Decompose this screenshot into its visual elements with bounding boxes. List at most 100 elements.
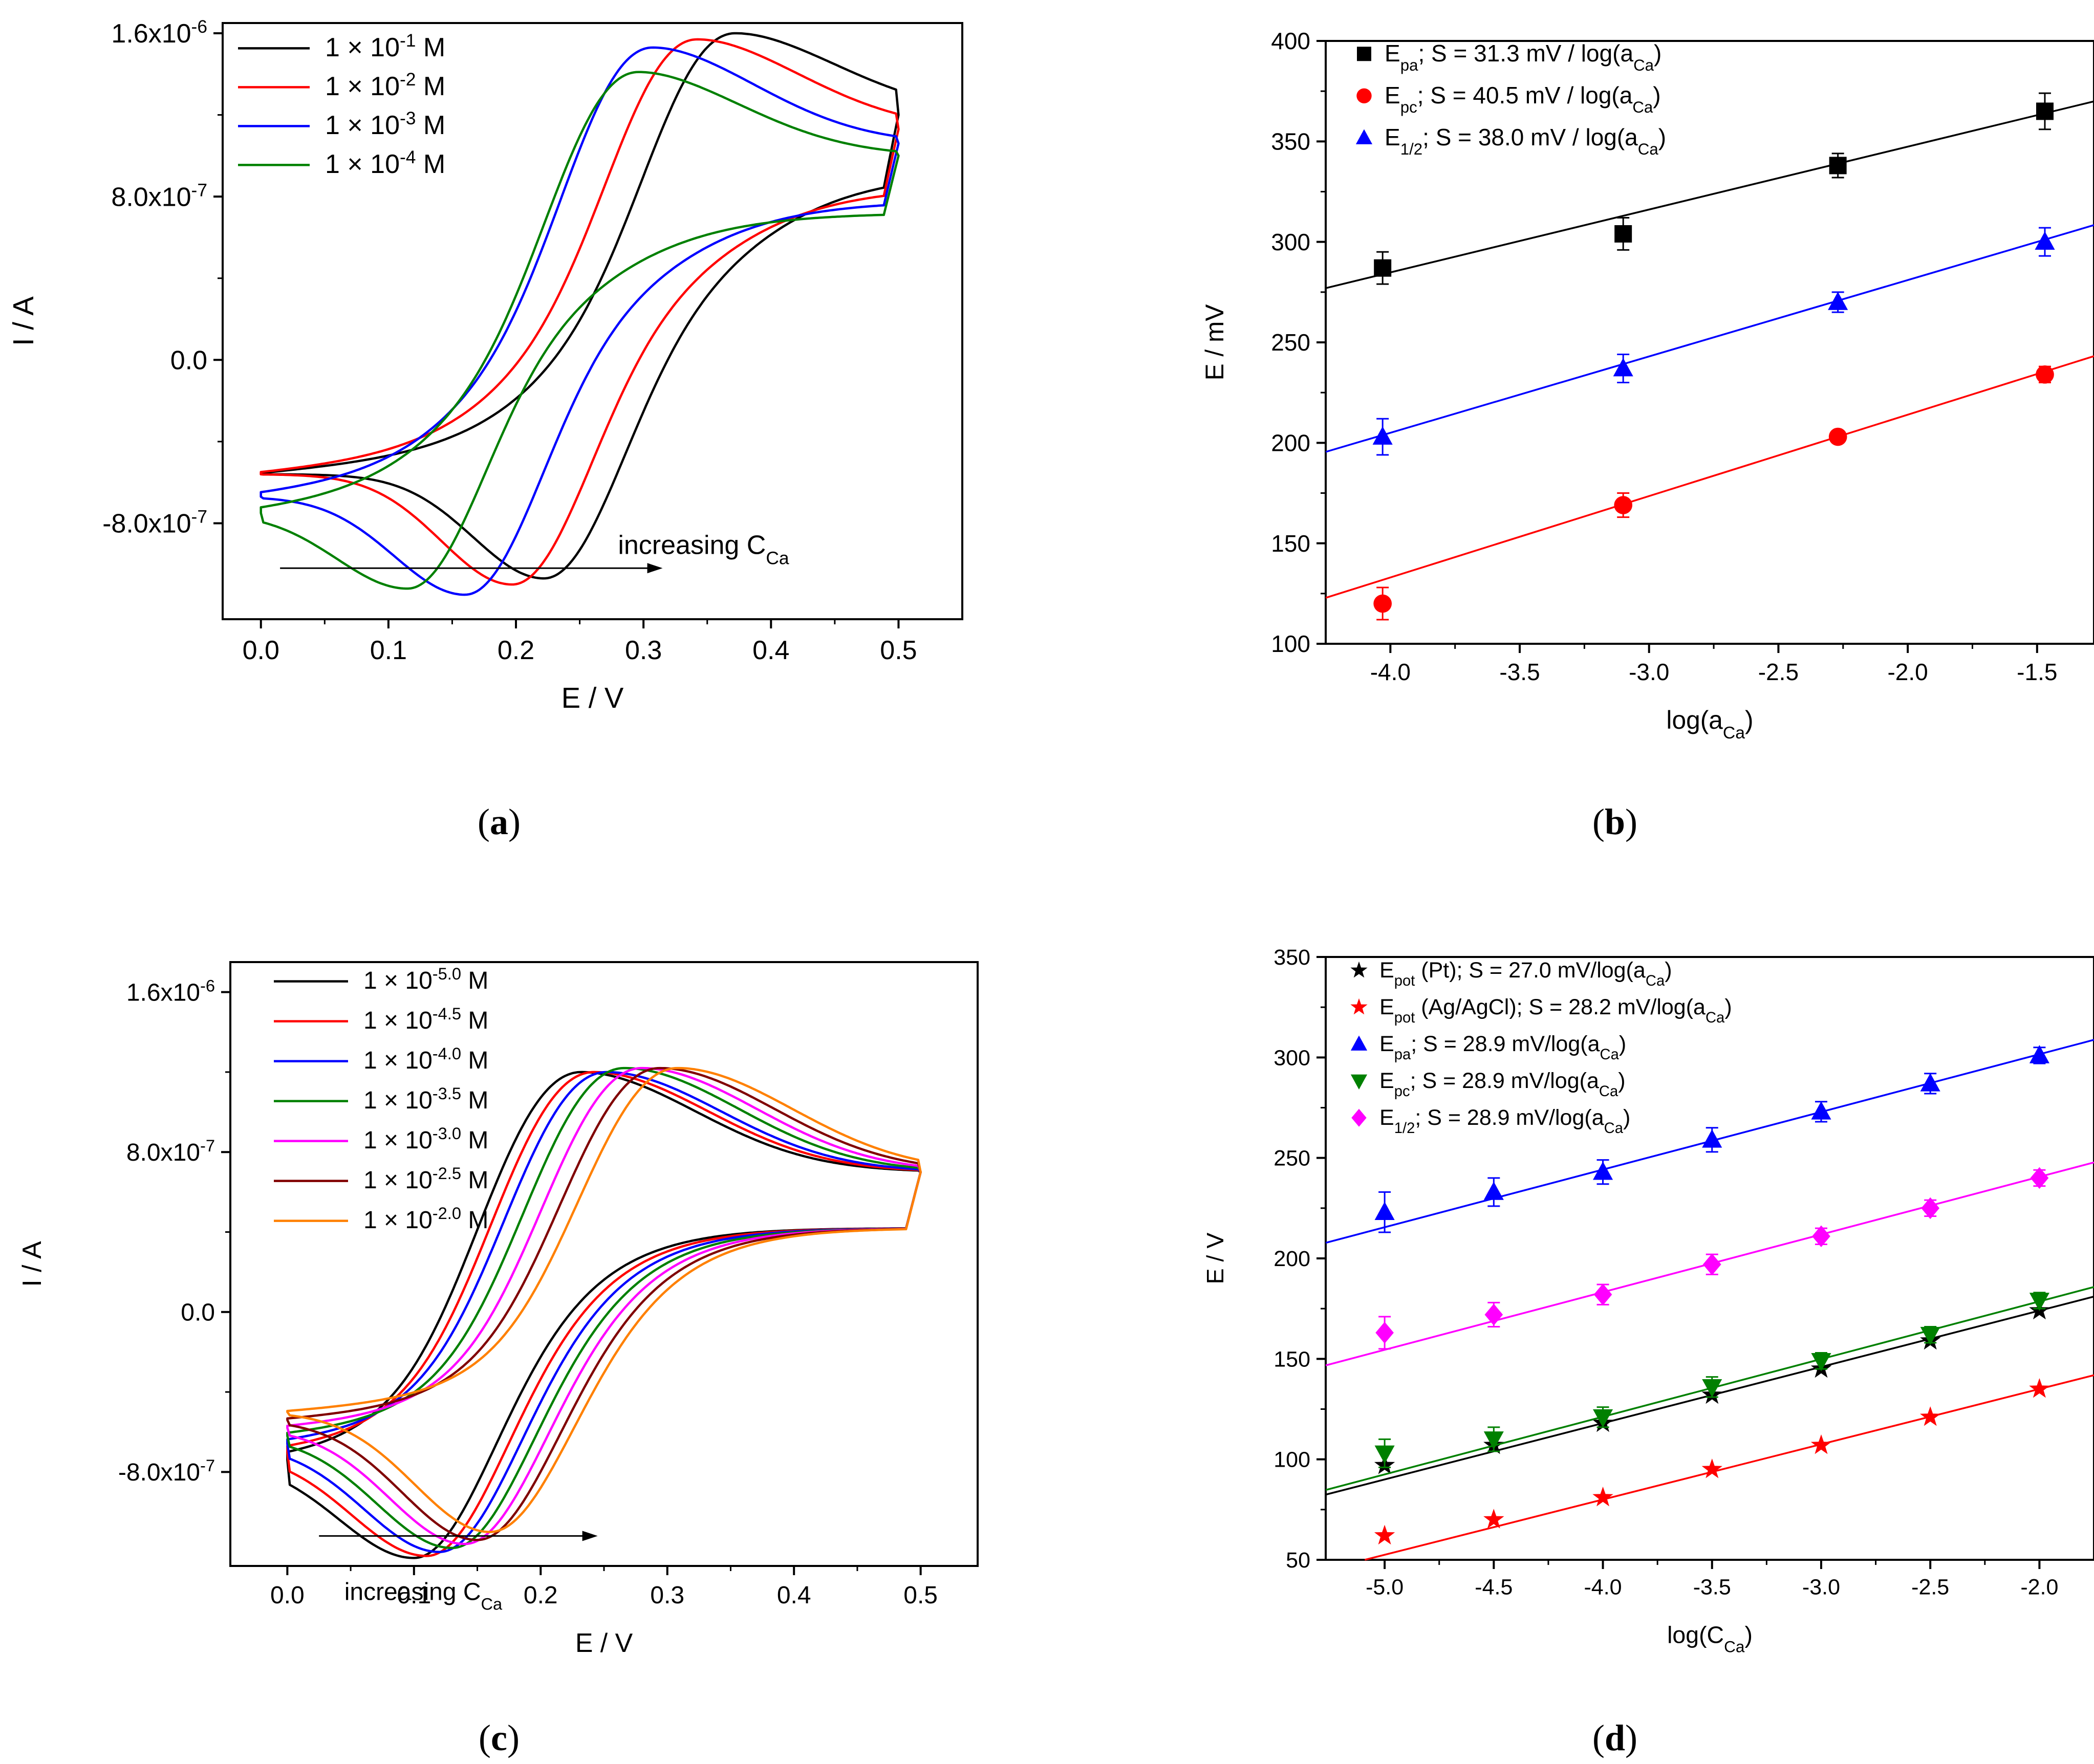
legend-marker — [1351, 1108, 1367, 1127]
y-tick-label-part: 8.0x10 — [111, 182, 191, 212]
y-tick-label: 50 — [1286, 1548, 1310, 1573]
y-tick-label: 0.0 — [170, 346, 207, 376]
data-point — [1614, 225, 1632, 243]
legend-label-part: (Ag/AgCl); S = 28.2 mV/log(a — [1415, 995, 1706, 1019]
legend-label-part: Ca — [1604, 1120, 1624, 1137]
y-axis-title: E / V — [1202, 1233, 1228, 1284]
y-tick-label: 250 — [1273, 1146, 1310, 1171]
legend-marker — [1356, 88, 1372, 103]
fit-line-series-2 — [1364, 1374, 2094, 1561]
legend-marker — [1350, 1074, 1368, 1090]
legend-label: 1 × 10-5.0 M — [363, 964, 488, 995]
annotation-arrow-head — [647, 563, 663, 574]
data-point — [1374, 259, 1392, 277]
x-axis-title-part: log(a — [1666, 706, 1723, 734]
legend-label-part: M — [461, 1047, 488, 1074]
y-axis-title: I / A — [17, 1241, 47, 1287]
legend-label-part: -2 — [400, 70, 416, 90]
x-tick-label: 0.2 — [524, 1582, 558, 1609]
legend-label-part: 1/2 — [1394, 1120, 1415, 1137]
y-tick-label-part: -8.0x10 — [118, 1459, 200, 1486]
y-tick-label-part: -7 — [200, 1456, 215, 1475]
legend-label-part: 1 × 10 — [363, 1167, 433, 1194]
legend-label: Epot (Pt); S = 27.0 mV/log(aCa) — [1379, 958, 1672, 989]
x-tick-label: -2.0 — [1887, 659, 1928, 685]
legend-label: 1 × 10-2 M — [325, 70, 445, 102]
y-tick-label-part: 0.0 — [181, 1299, 215, 1326]
legend-label-part: E — [1379, 1105, 1394, 1130]
y-tick-label: 350 — [1271, 128, 1310, 155]
legend-label-part: M — [416, 111, 445, 140]
legend-label-part: -1 — [400, 31, 416, 51]
legend-label-part: pot — [1394, 973, 1415, 989]
data-point — [1812, 1225, 1830, 1248]
panel-caption-letter: a — [490, 801, 508, 842]
fit-line-series-1 — [1325, 100, 2094, 289]
data-point — [1811, 1101, 1831, 1120]
legend-marker — [1350, 1035, 1368, 1051]
x-tick-label: -5.0 — [1366, 1575, 1404, 1599]
legend-label-part: ) — [1653, 82, 1660, 108]
x-tick-label: -3.0 — [1629, 659, 1669, 685]
x-axis-title-part: E / V — [562, 682, 624, 714]
plot-frame — [222, 22, 963, 620]
legend-label-part: Ca — [1646, 973, 1665, 989]
legend-label-part: ) — [1665, 958, 1672, 983]
legend-label-part: M — [461, 1007, 488, 1034]
data-point — [1592, 1487, 1613, 1507]
y-tick-label: 1.6x10-6 — [111, 17, 207, 49]
data-point — [1593, 1409, 1613, 1428]
x-tick-label: -4.5 — [1475, 1575, 1513, 1599]
legend-label-part: M — [461, 1167, 488, 1194]
data-point — [2029, 1293, 2049, 1311]
data-point — [1372, 426, 1393, 445]
y-tick-label: 300 — [1273, 1046, 1310, 1070]
annotation-label: increasing CCa — [344, 1578, 503, 1613]
data-point — [1374, 1525, 1395, 1545]
legend-label-part: ; S = 28.9 mV/log(a — [1415, 1105, 1604, 1130]
annotation-label: increasing CCa — [618, 530, 789, 568]
x-tick-label: -2.5 — [1758, 659, 1799, 685]
legend-marker — [1357, 47, 1371, 61]
y-tick-label-part: -7 — [191, 507, 207, 527]
data-point — [2036, 365, 2054, 384]
x-tick-label: -3.0 — [1802, 1575, 1840, 1599]
y-tick-label: -8.0x10-7 — [102, 507, 207, 539]
legend-marker — [1355, 129, 1373, 144]
y-tick-label-part: 1.6x10 — [126, 979, 200, 1006]
legend-label-part: Ca — [1706, 1010, 1725, 1026]
y-tick-label-part: 1.6x10 — [111, 19, 191, 49]
x-tick-label: 0.1 — [370, 636, 407, 665]
legend-label-part: E — [1379, 1069, 1394, 1093]
annotation-arrow-head — [582, 1531, 598, 1541]
legend-label-part: 1/2 — [1400, 140, 1422, 158]
annotation-label-part: Ca — [481, 1594, 503, 1613]
y-tick-label-part: -7 — [200, 1136, 215, 1155]
data-point — [1920, 1326, 1940, 1345]
legend-label-part: pot — [1394, 1010, 1415, 1026]
legend-label-part: 1 × 10 — [325, 33, 400, 62]
legend-label: 1 × 10-4.5 M — [363, 1004, 488, 1035]
legend-label-part: 1 × 10 — [363, 1127, 433, 1154]
legend-label-part: ) — [1724, 995, 1732, 1019]
legend-label: 1 × 10-2.0 M — [363, 1204, 488, 1234]
legend-label: Epot (Ag/AgCl); S = 28.2 mV/log(aCa) — [1379, 995, 1732, 1026]
cv-curve-series-3 — [260, 46, 900, 596]
fit-line-series-2 — [1325, 355, 2094, 599]
legend-label-part: M — [461, 967, 488, 994]
legend-label-part: pa — [1394, 1047, 1411, 1063]
y-tick-label: 8.0x10-7 — [111, 180, 207, 212]
legend-label-part: ; S = 28.9 mV/log(a — [1411, 1032, 1600, 1056]
legend-label: E1/2; S = 38.0 mV / log(aCa) — [1385, 124, 1666, 158]
data-point — [1614, 496, 1633, 514]
y-tick-label-part: 0.0 — [170, 346, 207, 376]
data-point — [1613, 358, 1633, 377]
legend-label: 1 × 10-4 M — [325, 147, 445, 180]
legend-label: 1 × 10-4.0 M — [363, 1044, 488, 1075]
data-point — [1810, 1434, 1832, 1454]
x-axis-title-part: ) — [1744, 1621, 1752, 1648]
legend-label-part: E — [1385, 40, 1400, 67]
data-point — [2035, 231, 2055, 250]
x-tick-label: -2.5 — [1911, 1575, 1949, 1599]
x-tick-label: 0.3 — [625, 636, 662, 665]
